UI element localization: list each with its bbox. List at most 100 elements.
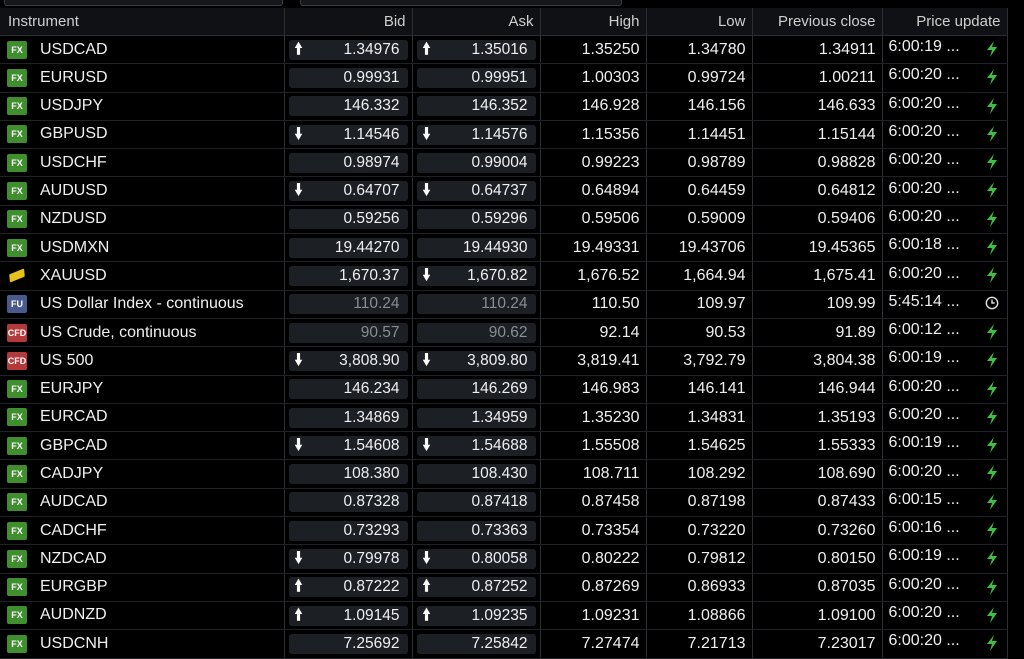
cell-ask[interactable]: 146.352	[412, 92, 541, 121]
cell-instrument[interactable]: FX CADCHF	[0, 516, 285, 546]
cell-ask[interactable]: 110.24	[412, 290, 541, 319]
cell-ask[interactable]: 90.62	[412, 318, 541, 348]
cell-instrument[interactable]: FX EURJPY	[0, 375, 285, 404]
cell-bid[interactable]: 🠛 0.64707	[284, 176, 413, 206]
cell-ask[interactable]: 0.73363	[412, 516, 541, 546]
cell-instrument[interactable]: FX USDCHF	[0, 148, 285, 178]
column-header-bid[interactable]: Bid	[284, 8, 413, 36]
cell-ask[interactable]: 🠛 0.80058	[412, 544, 541, 574]
cell-instrument[interactable]: FX USDCNH	[0, 629, 285, 659]
cell-ask[interactable]: 🠙 1.09235	[412, 601, 541, 631]
cell-ask[interactable]: 0.99951	[412, 63, 541, 93]
ask-price-button[interactable]: 146.269	[416, 379, 536, 400]
cell-ask[interactable]: 0.99004	[412, 148, 541, 178]
ask-price-button[interactable]: 1.34959	[416, 407, 536, 428]
cell-bid[interactable]: 🠛 1.54608	[284, 431, 413, 461]
ask-price-button[interactable]: 0.59296	[416, 209, 536, 230]
table-row[interactable]: FX USDMXN 19.44270 19.44930 19.49331 19.4…	[0, 233, 1008, 263]
cell-bid[interactable]: 90.57	[284, 318, 413, 348]
cell-bid[interactable]: 🠙 0.87222	[284, 573, 413, 602]
cell-instrument[interactable]: FX EURGBP	[0, 573, 285, 602]
bid-price-button[interactable]: 🠛 0.64707	[288, 181, 408, 202]
ask-price-button[interactable]: 🠛 0.64737	[416, 181, 536, 202]
table-row[interactable]: FX AUDCAD 0.87328 0.87418 0.87458 0.87198…	[0, 488, 1008, 518]
cell-ask[interactable]: 🠛 1.14576	[412, 120, 541, 150]
cell-bid[interactable]: 146.234	[284, 375, 413, 404]
table-row[interactable]: XAUUSD 1,670.37 🠛 1,670.82 1,676.52 1,664…	[0, 261, 1008, 291]
cell-instrument[interactable]: CFD US 500	[0, 346, 285, 376]
bid-price-button[interactable]: 🠙 1.09145	[288, 605, 408, 626]
table-row[interactable]: FX USDJPY 146.332 146.352 146.928 146.156…	[0, 92, 1008, 121]
cell-ask[interactable]: 🠛 0.64737	[412, 176, 541, 206]
cell-instrument[interactable]: FX EURCAD	[0, 403, 285, 433]
cell-bid[interactable]: 0.98974	[284, 148, 413, 178]
cell-bid[interactable]: 0.73293	[284, 516, 413, 546]
table-row[interactable]: CFD US 500 🠛 3,808.90 🠛 3,809.80 3,819.41 3…	[0, 346, 1008, 376]
bid-price-button[interactable]: 19.44270	[288, 237, 408, 258]
ask-price-button[interactable]: 🠙 0.87252	[416, 577, 536, 598]
bid-price-button[interactable]: 🠛 1.54608	[288, 435, 408, 456]
cell-instrument[interactable]: FX EURUSD	[0, 63, 285, 93]
cell-ask[interactable]: 🠙 0.87252	[412, 573, 541, 602]
cell-bid[interactable]: 0.59256	[284, 205, 413, 235]
ask-price-button[interactable]: 19.44930	[416, 237, 536, 258]
bid-price-button[interactable]: 0.98974	[288, 152, 408, 173]
table-row[interactable]: FX AUDUSD 🠛 0.64707 🠛 0.64737 0.64894 0.644…	[0, 176, 1008, 206]
cell-ask[interactable]: 108.430	[412, 459, 541, 489]
ask-price-button[interactable]: 0.99951	[416, 67, 536, 88]
table-row[interactable]: FX USDCAD 🠙 1.34976 🠙 1.35016 1.35250 1.347…	[0, 35, 1008, 65]
bid-price-button[interactable]: 🠛 1.14546	[288, 124, 408, 145]
column-header-ask[interactable]: Ask	[412, 8, 541, 36]
cell-instrument[interactable]: FX USDJPY	[0, 92, 285, 121]
bid-price-button[interactable]: 0.99931	[288, 67, 408, 88]
ask-price-button[interactable]: 🠛 1.54688	[416, 435, 536, 456]
cell-bid[interactable]: 🠛 0.79978	[284, 544, 413, 574]
cell-instrument[interactable]: FX CADJPY	[0, 459, 285, 489]
table-row[interactable]: CFD US Crude, continuous 90.57 90.62 92.1…	[0, 318, 1008, 348]
table-row[interactable]: FX EURJPY 146.234 146.269 146.983 146.141…	[0, 375, 1008, 404]
cell-bid[interactable]: 0.99931	[284, 63, 413, 93]
cell-instrument[interactable]: FX GBPCAD	[0, 431, 285, 461]
ask-price-button[interactable]: 🠛 3,809.80	[416, 350, 536, 371]
cell-ask[interactable]: 19.44930	[412, 233, 541, 263]
ask-price-button[interactable]: 🠙 1.09235	[416, 605, 536, 626]
cell-ask[interactable]: 146.269	[412, 375, 541, 404]
ask-price-button[interactable]: 0.87418	[416, 492, 536, 513]
column-header-high[interactable]: High	[540, 8, 647, 36]
ask-price-button[interactable]: 🠛 1,670.82	[416, 266, 536, 287]
ask-price-button[interactable]: 146.352	[416, 96, 536, 117]
ask-price-button[interactable]: 🠙 1.35016	[416, 39, 536, 60]
cell-instrument[interactable]: FX NZDCAD	[0, 544, 285, 574]
bid-price-button[interactable]: 0.73293	[288, 520, 408, 541]
table-row[interactable]: FX USDCNH 7.25692 7.25842 7.27474 7.21713…	[0, 629, 1008, 659]
bid-price-button[interactable]: 1.34869	[288, 407, 408, 428]
table-row[interactable]: FU US Dollar Index - continuous 110.24 11…	[0, 290, 1008, 319]
bid-price-button[interactable]: 146.234	[288, 379, 408, 400]
column-header-price-update[interactable]: Price update	[882, 8, 1008, 36]
cell-ask[interactable]: 7.25842	[412, 629, 541, 659]
cell-bid[interactable]: 🠙 1.09145	[284, 601, 413, 631]
bid-price-button[interactable]: 146.332	[288, 96, 408, 117]
bid-price-button[interactable]: 108.380	[288, 464, 408, 485]
cell-ask[interactable]: 🠙 1.35016	[412, 35, 541, 65]
table-row[interactable]: FX EURUSD 0.99931 0.99951 1.00303 0.99724…	[0, 63, 1008, 93]
column-header-previous-close[interactable]: Previous close	[752, 8, 883, 36]
cell-instrument[interactable]: XAUUSD	[0, 261, 285, 291]
ask-price-button[interactable]: 0.99004	[416, 152, 536, 173]
cell-ask[interactable]: 🠛 1.54688	[412, 431, 541, 461]
cell-bid[interactable]: 🠛 1.14546	[284, 120, 413, 150]
cell-instrument[interactable]: FX AUDUSD	[0, 176, 285, 206]
cell-ask[interactable]: 🠛 3,809.80	[412, 346, 541, 376]
cell-ask[interactable]: 🠛 1,670.82	[412, 261, 541, 291]
ask-price-button[interactable]: 🠛 0.80058	[416, 548, 536, 569]
bid-price-button[interactable]: 0.59256	[288, 209, 408, 230]
cell-bid[interactable]: 🠛 3,808.90	[284, 346, 413, 376]
cell-bid[interactable]: 1.34869	[284, 403, 413, 433]
cell-bid[interactable]: 🠙 1.34976	[284, 35, 413, 65]
cell-bid[interactable]: 110.24	[284, 290, 413, 319]
table-row[interactable]: FX CADJPY 108.380 108.430 108.711 108.292…	[0, 459, 1008, 489]
bid-price-button[interactable]: 1,670.37	[288, 266, 408, 287]
table-row[interactable]: FX NZDCAD 🠛 0.79978 🠛 0.80058 0.80222 0.798…	[0, 544, 1008, 574]
toolbar-control-left[interactable]	[4, 0, 283, 6]
bid-price-button[interactable]: 7.25692	[288, 633, 408, 654]
